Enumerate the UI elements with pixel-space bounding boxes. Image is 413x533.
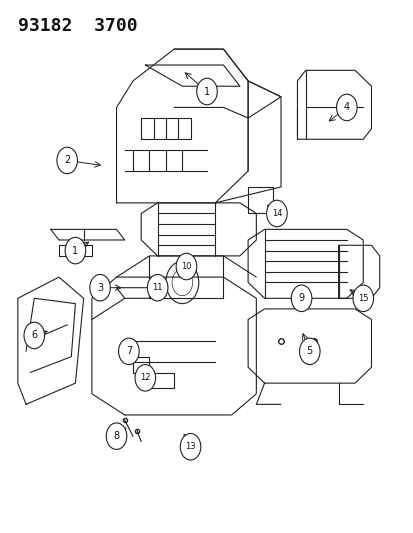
Text: 13: 13	[185, 442, 195, 451]
Text: 1: 1	[204, 86, 209, 96]
Text: 8: 8	[113, 431, 119, 441]
Circle shape	[65, 237, 85, 264]
Text: 4: 4	[343, 102, 349, 112]
Circle shape	[266, 200, 287, 227]
Circle shape	[57, 147, 77, 174]
Text: 9: 9	[298, 293, 304, 303]
Circle shape	[135, 365, 155, 391]
Circle shape	[118, 338, 139, 365]
Circle shape	[90, 274, 110, 301]
Circle shape	[291, 285, 311, 312]
Text: 11: 11	[152, 283, 162, 292]
Text: 93182  3700: 93182 3700	[18, 17, 137, 35]
Text: 6: 6	[31, 330, 37, 341]
Text: 5: 5	[306, 346, 312, 357]
Text: 12: 12	[140, 373, 150, 382]
Text: 15: 15	[357, 294, 368, 303]
Circle shape	[147, 274, 168, 301]
Circle shape	[196, 78, 217, 105]
Circle shape	[176, 253, 196, 280]
Text: 7: 7	[126, 346, 132, 357]
Circle shape	[352, 285, 373, 312]
Circle shape	[180, 433, 200, 460]
Circle shape	[299, 338, 319, 365]
Text: 3: 3	[97, 282, 103, 293]
Circle shape	[24, 322, 45, 349]
Text: 1: 1	[72, 246, 78, 256]
Text: 10: 10	[181, 262, 191, 271]
Text: 14: 14	[271, 209, 282, 218]
Circle shape	[106, 423, 126, 449]
Circle shape	[336, 94, 356, 120]
Text: 2: 2	[64, 156, 70, 165]
